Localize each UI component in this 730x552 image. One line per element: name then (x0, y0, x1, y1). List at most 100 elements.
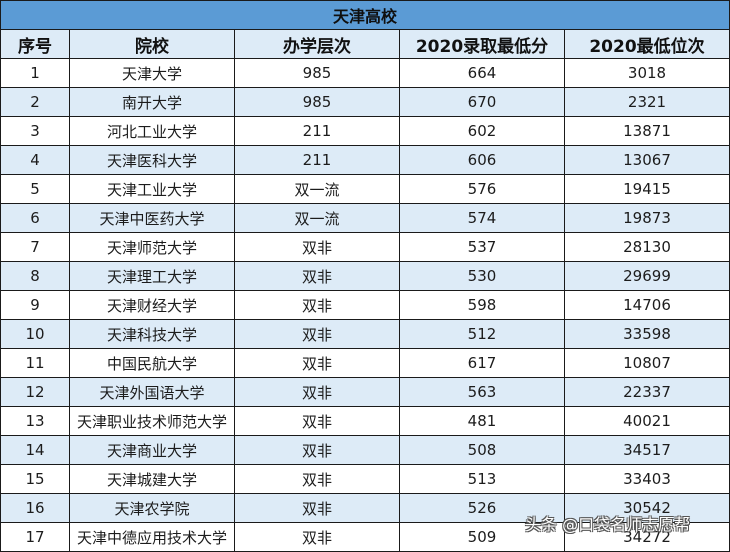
cell-level: 双非 (234, 348, 400, 378)
table-row: 3 河北工业大学 211 602 13871 (0, 116, 730, 146)
cell-school: 天津中德应用技术大学 (69, 522, 235, 552)
table-row: 14 天津商业大学 双非 508 34517 (0, 435, 730, 465)
cell-min-rank: 10807 (563, 348, 730, 378)
cell-level: 双非 (234, 261, 400, 291)
cell-min-rank: 34272 (563, 522, 730, 552)
cell-index: 9 (0, 290, 70, 320)
cell-min-score: 670 (399, 87, 565, 117)
cell-min-rank: 19873 (563, 203, 730, 233)
cell-min-rank: 13067 (563, 145, 730, 175)
cell-level: 双非 (234, 377, 400, 407)
cell-min-rank: 14706 (563, 290, 730, 320)
cell-index: 14 (0, 435, 70, 465)
cell-min-rank: 34517 (563, 435, 730, 465)
table-row: 12 天津外国语大学 双非 563 22337 (0, 377, 730, 407)
cell-index: 13 (0, 406, 70, 436)
cell-index: 10 (0, 319, 70, 349)
cell-school: 中国民航大学 (69, 348, 235, 378)
cell-level: 双非 (234, 319, 400, 349)
cell-index: 12 (0, 377, 70, 407)
cell-school: 天津工业大学 (69, 174, 235, 204)
cell-school: 南开大学 (69, 87, 235, 117)
header-school: 院校 (69, 29, 235, 59)
cell-min-score: 513 (399, 464, 565, 494)
cell-level: 双非 (234, 464, 400, 494)
cell-min-score: 602 (399, 116, 565, 146)
cell-school: 天津理工大学 (69, 261, 235, 291)
cell-school: 天津科技大学 (69, 319, 235, 349)
table-row: 16 天津农学院 双非 526 30542 (0, 493, 730, 523)
table-row: 15 天津城建大学 双非 513 33403 (0, 464, 730, 494)
cell-min-score: 664 (399, 58, 565, 88)
cell-min-score: 509 (399, 522, 565, 552)
cell-level: 双非 (234, 232, 400, 262)
header-min-rank: 2020最低位次 (563, 29, 730, 59)
table-row: 5 天津工业大学 双一流 576 19415 (0, 174, 730, 204)
cell-index: 5 (0, 174, 70, 204)
cell-school: 河北工业大学 (69, 116, 235, 146)
table-title: 天津高校 (0, 0, 730, 30)
cell-min-score: 606 (399, 145, 565, 175)
cell-min-score: 530 (399, 261, 565, 291)
table-row: 13 天津职业技术师范大学 双非 481 40021 (0, 406, 730, 436)
cell-min-rank: 2321 (563, 87, 730, 117)
cell-index: 7 (0, 232, 70, 262)
table-row: 17 天津中德应用技术大学 双非 509 34272 (0, 522, 730, 552)
table-row: 11 中国民航大学 双非 617 10807 (0, 348, 730, 378)
cell-min-score: 576 (399, 174, 565, 204)
cell-min-score: 617 (399, 348, 565, 378)
cell-level: 双一流 (234, 203, 400, 233)
cell-level: 双非 (234, 493, 400, 523)
cell-min-score: 574 (399, 203, 565, 233)
cell-index: 16 (0, 493, 70, 523)
cell-index: 17 (0, 522, 70, 552)
cell-index: 6 (0, 203, 70, 233)
cell-school: 天津外国语大学 (69, 377, 235, 407)
cell-min-rank: 28130 (563, 232, 730, 262)
cell-level: 985 (234, 87, 400, 117)
table-header-row: 序号 院校 办学层次 2020录取最低分 2020最低位次 (0, 29, 730, 59)
cell-index: 3 (0, 116, 70, 146)
cell-min-rank: 33403 (563, 464, 730, 494)
cell-school: 天津商业大学 (69, 435, 235, 465)
cell-level: 双非 (234, 522, 400, 552)
cell-index: 1 (0, 58, 70, 88)
cell-min-rank: 13871 (563, 116, 730, 146)
cell-min-score: 481 (399, 406, 565, 436)
table-row: 8 天津理工大学 双非 530 29699 (0, 261, 730, 291)
cell-level: 双一流 (234, 174, 400, 204)
cell-min-rank: 33598 (563, 319, 730, 349)
table-row: 4 天津医科大学 211 606 13067 (0, 145, 730, 175)
cell-school: 天津中医药大学 (69, 203, 235, 233)
cell-min-rank: 22337 (563, 377, 730, 407)
cell-min-rank: 30542 (563, 493, 730, 523)
cell-school: 天津农学院 (69, 493, 235, 523)
table-row: 1 天津大学 985 664 3018 (0, 58, 730, 88)
cell-min-score: 512 (399, 319, 565, 349)
cell-level: 双非 (234, 406, 400, 436)
cell-min-rank: 29699 (563, 261, 730, 291)
cell-school: 天津大学 (69, 58, 235, 88)
cell-level: 211 (234, 145, 400, 175)
header-level: 办学层次 (234, 29, 400, 59)
table-title-row: 天津高校 (0, 0, 730, 30)
cell-school: 天津师范大学 (69, 232, 235, 262)
header-min-score: 2020录取最低分 (399, 29, 565, 59)
cell-level: 双非 (234, 435, 400, 465)
cell-school: 天津城建大学 (69, 464, 235, 494)
cell-index: 8 (0, 261, 70, 291)
cell-level: 211 (234, 116, 400, 146)
cell-min-score: 598 (399, 290, 565, 320)
cell-min-score: 563 (399, 377, 565, 407)
cell-min-score: 537 (399, 232, 565, 262)
table-row: 9 天津财经大学 双非 598 14706 (0, 290, 730, 320)
cell-school: 天津职业技术师范大学 (69, 406, 235, 436)
cell-min-rank: 19415 (563, 174, 730, 204)
table-row: 6 天津中医药大学 双一流 574 19873 (0, 203, 730, 233)
cell-index: 2 (0, 87, 70, 117)
table-row: 2 南开大学 985 670 2321 (0, 87, 730, 117)
cell-school: 天津医科大学 (69, 145, 235, 175)
cell-min-score: 508 (399, 435, 565, 465)
header-index: 序号 (0, 29, 70, 59)
